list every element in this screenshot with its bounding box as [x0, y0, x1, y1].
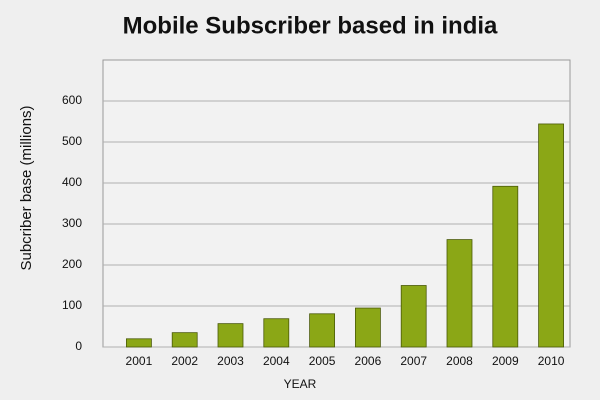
y-tick-label: 500: [62, 134, 82, 148]
y-tick-label: 300: [62, 216, 82, 230]
x-tick-label: 2001: [126, 354, 153, 368]
bar: [538, 123, 564, 348]
bar: [400, 285, 427, 348]
y-tick-label: 200: [62, 257, 82, 271]
x-tick-label: 2003: [217, 354, 244, 368]
x-tick-label: 2002: [171, 354, 198, 368]
bar: [446, 239, 473, 348]
y-tick-label: 100: [62, 298, 82, 312]
x-tick-label: 2006: [355, 354, 382, 368]
bar: [354, 307, 381, 348]
y-tick-label: 0: [75, 339, 82, 353]
x-tick-label: 2005: [309, 354, 336, 368]
bar: [263, 318, 290, 348]
y-axis-label: Subcriber base (millions): [18, 105, 35, 270]
x-tick-label: 2004: [263, 354, 290, 368]
x-tick-label: 2007: [400, 354, 427, 368]
chart-title: Mobile Subscriber based in india: [123, 12, 498, 39]
x-tick-label: 2008: [446, 354, 473, 368]
x-tick-label: 2010: [538, 354, 565, 368]
bar: [217, 323, 244, 348]
bar: [309, 313, 336, 348]
plot-area: [102, 59, 571, 348]
x-axis-label: YEAR: [284, 377, 317, 391]
bar: [492, 185, 519, 348]
bar: [171, 332, 198, 348]
y-tick-label: 400: [62, 175, 82, 189]
y-tick-label: 600: [62, 93, 82, 107]
bar: [126, 338, 152, 348]
x-tick-label: 2009: [492, 354, 519, 368]
